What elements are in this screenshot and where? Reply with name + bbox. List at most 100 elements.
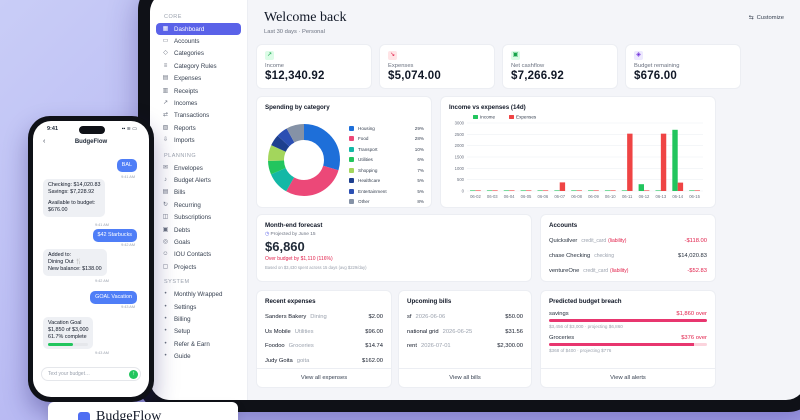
account-row[interactable]: Quicksilver credit_card (liability) -$118.0… [549, 233, 707, 248]
sidebar-item-expenses[interactable]: ▤ Expenses [156, 73, 241, 85]
tag-icon: ◇ [163, 50, 168, 57]
legend-percent: 5% [417, 188, 424, 194]
sidebar-item-settings[interactable]: • Settings [156, 301, 241, 313]
income-bar[interactable] [520, 190, 526, 191]
sidebar-item-iou-contacts[interactable]: ☺ IOU Contacts [156, 249, 241, 261]
income-bar[interactable] [689, 190, 695, 191]
account-row[interactable]: chase Checking checking $14,020.83 [549, 248, 707, 263]
view-all-expenses-link[interactable]: View all expenses [257, 368, 391, 381]
sidebar-item-categories[interactable]: ◇ Categories [156, 48, 241, 60]
expense-bar[interactable] [644, 190, 650, 191]
cashflow-icon: ▣ [511, 51, 520, 60]
message-line: Available to budget: [48, 200, 96, 206]
sidebar-item-label: Monthly Wrapped [174, 291, 223, 299]
message-input[interactable]: Text your budget… [41, 367, 141, 381]
legend-label: Expenses [516, 115, 537, 120]
donut-slice-other[interactable] [268, 124, 340, 196]
expense-bar[interactable] [660, 133, 667, 191]
sidebar-item-setup[interactable]: • Setup [156, 326, 241, 338]
chat-message-in: Checking: $14,020.83 Savings: $7,228.92 Av… [43, 179, 106, 217]
sidebar-item-recurring[interactable]: ↻ Recurring [156, 199, 241, 211]
income-bar[interactable] [571, 190, 577, 191]
repeat-icon: ↻ [162, 201, 169, 208]
sidebar-item-label: Categories [174, 50, 204, 58]
expense-bar[interactable] [526, 190, 532, 191]
expense-row[interactable]: Us Mobile Utilities $96.00 [265, 325, 383, 340]
sidebar-item-accounts[interactable]: ▭ Accounts [156, 35, 241, 47]
expense-bar[interactable] [694, 190, 700, 191]
sidebar-item-incomes[interactable]: ↗ Incomes [156, 97, 241, 109]
income-bar[interactable] [588, 190, 594, 191]
message-line: $676.00 [48, 207, 68, 213]
donut-slice-food[interactable] [268, 124, 340, 196]
sidebar-item-subscriptions[interactable]: ◫ Subscriptions [156, 211, 241, 223]
sidebar-item-guide[interactable]: • Guide [156, 350, 241, 362]
income-bar[interactable] [638, 184, 644, 191]
sidebar-item-debts[interactable]: ▣ Debts [156, 224, 241, 236]
back-arrow-icon[interactable]: ‹ [43, 138, 46, 145]
expense-amount: $14.74 [365, 343, 383, 350]
income-bar[interactable] [621, 190, 628, 191]
breach-head: Groceries $376 over [549, 335, 707, 341]
bill-name: national grid [407, 328, 439, 335]
view-all-bills-link[interactable]: View all bills [399, 368, 531, 381]
sidebar-item-goals[interactable]: ◎ Goals [156, 236, 241, 248]
sidebar-item-envelopes[interactable]: ✉ Envelopes [156, 162, 241, 174]
donut-slice-shopping[interactable] [268, 124, 340, 196]
sidebar-item-label: Accounts [174, 38, 200, 46]
expense-bar[interactable] [509, 190, 515, 191]
income-bar[interactable] [655, 190, 661, 191]
income-bar[interactable] [503, 190, 510, 191]
income-bar[interactable] [537, 190, 543, 191]
income-bar[interactable] [604, 190, 611, 191]
brand-card: BudgeFlow [48, 402, 238, 420]
sidebar-item-dashboard[interactable]: ▦ Dashboard [156, 23, 241, 36]
message-time: 9:42 AM [121, 243, 135, 247]
expense-bar[interactable] [559, 182, 566, 191]
message-time: 9:41 AM [121, 175, 135, 179]
sidebar-item-receipts[interactable]: ▥ Receipts [156, 85, 241, 97]
account-name: ventureOne [549, 267, 580, 274]
expense-bar[interactable] [593, 190, 599, 191]
expense-row[interactable]: Judy Goita goita $162.00 [265, 354, 383, 369]
breach-over: $376 over [681, 335, 707, 341]
breach-row[interactable]: savings $1,860 over $3,456 of $3,000 · pro… [549, 311, 707, 329]
sidebar-item-billing[interactable]: • Billing [156, 313, 241, 325]
expense-bar[interactable] [542, 190, 549, 191]
income-bar[interactable] [672, 129, 678, 191]
view-all-alerts-link[interactable]: View all alerts [541, 368, 715, 381]
legend-swatch [349, 157, 354, 163]
calendar-icon: ◷ [265, 232, 270, 237]
sidebar-item-monthly-wrapped[interactable]: • Monthly Wrapped [156, 288, 241, 300]
bill-row[interactable]: national grid 2026-06-25 $31.56 [407, 325, 523, 340]
sidebar-item-transactions[interactable]: ⇄ Transactions [156, 110, 241, 122]
customize-button[interactable]: ⇆ Customize [749, 15, 784, 21]
legend-item-transport: Transport 10% [349, 144, 424, 155]
sidebar-item-reports[interactable]: ▧ Reports [156, 122, 241, 134]
target-icon: ◎ [162, 238, 169, 245]
bill-row[interactable]: sf 2026-06-06 $50.00 [407, 310, 523, 325]
sidebar-item-projects[interactable]: ▢ Projects [156, 261, 241, 273]
expense-bar[interactable] [677, 182, 684, 191]
expense-bar[interactable] [627, 133, 633, 191]
expense-row[interactable]: Sanders Bakery Dining $2.00 [265, 310, 383, 325]
kpi-label: Net cashflow [511, 63, 545, 69]
expense-bar[interactable] [475, 190, 481, 191]
sidebar-item-budget-alerts[interactable]: ♪ Budget Alerts [156, 174, 241, 186]
sidebar-item-imports[interactable]: ⇩ Imports [156, 135, 241, 147]
bill-row[interactable]: rent 2026-07-01 $2,300.00 [407, 339, 523, 354]
income-bar[interactable] [470, 190, 476, 191]
account-row[interactable]: ventureOne credit_card (liability) -$52.83 [549, 263, 707, 278]
expense-bar[interactable] [576, 190, 582, 191]
breach-row[interactable]: Groceries $376 over $368 of $400 · project… [549, 335, 707, 353]
sidebar-item-refer-earn[interactable]: • Refer & Earn [156, 338, 241, 350]
income-bar[interactable] [486, 190, 493, 191]
sidebar-item-label: Setup [174, 328, 191, 336]
expense-bar[interactable] [610, 190, 616, 191]
sidebar-item-bills[interactable]: ▤ Bills [156, 187, 241, 199]
sidebar-item-category-rules[interactable]: ≡ Category Rules [156, 60, 241, 72]
send-icon[interactable]: ↑ [129, 370, 138, 379]
income-bar[interactable] [554, 190, 560, 191]
expense-bar[interactable] [492, 190, 498, 191]
expense-row[interactable]: Foodoo Groceries $14.74 [265, 339, 383, 354]
